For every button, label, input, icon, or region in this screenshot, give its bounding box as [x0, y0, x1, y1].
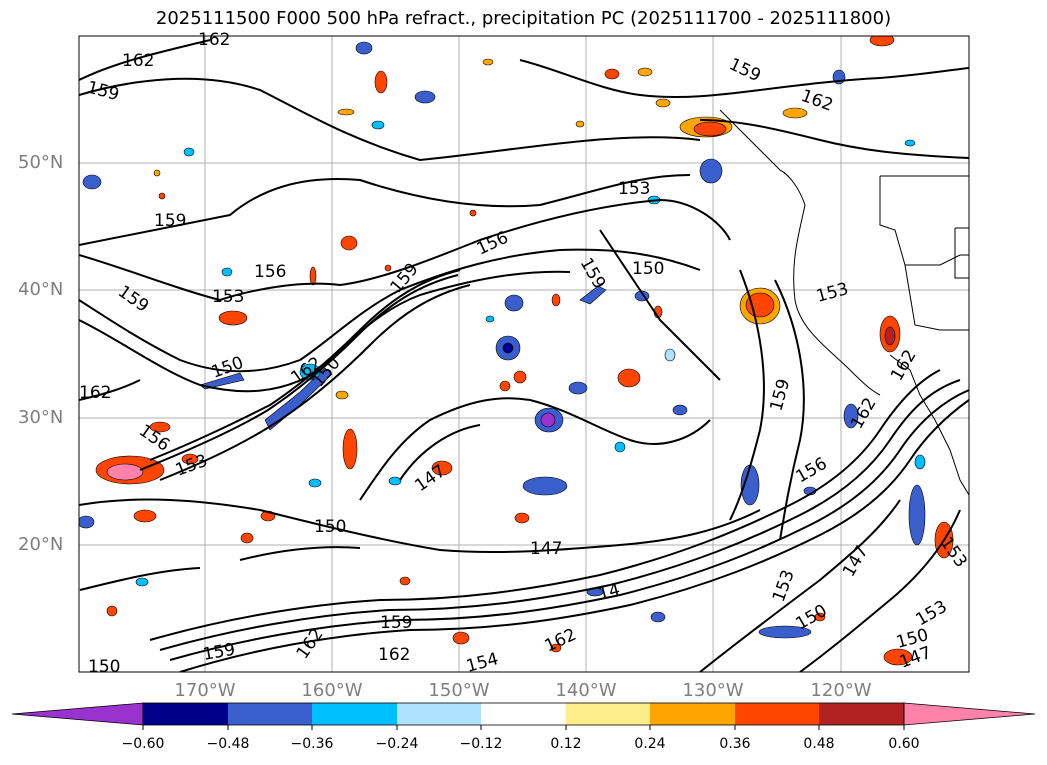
colorbar: [11, 702, 1036, 730]
lon-label-160w: 160°W: [301, 680, 363, 701]
colorbar-tick-marks: [142, 725, 905, 730]
colorbar-extend-max: [903, 702, 1036, 726]
chart-title: 2025111500 F000 500 hPa refract., precip…: [155, 8, 892, 29]
contour-label: 156: [254, 262, 286, 282]
contour-label: 147: [530, 539, 562, 559]
colorbar-segment: [735, 703, 819, 725]
colorbar-tick-label: 0.12: [550, 736, 582, 752]
lat-label-40n: 40°N: [18, 279, 64, 300]
lon-label-140w: 140°W: [555, 680, 617, 701]
colorbar-segment: [650, 703, 735, 725]
colorbar-tick-label: 0.60: [888, 736, 920, 752]
contour-label: 150: [632, 259, 664, 279]
lat-label-30n: 30°N: [18, 407, 64, 428]
map-background: [79, 36, 969, 672]
contour-label: 150: [314, 517, 346, 537]
precip-positive: [95, 36, 954, 666]
map-content: [79, 36, 969, 672]
lon-label-170w: 170°W: [174, 680, 236, 701]
colorbar-extend-min: [11, 702, 144, 726]
colorbar-tick-label: 0.48: [803, 736, 835, 752]
contour-label: 150: [88, 657, 120, 677]
colorbar-tick-label: −0.60: [121, 736, 165, 752]
lon-label-120w: 120°W: [810, 680, 872, 701]
colorbar-segment: [228, 703, 312, 725]
colorbar-segment: [481, 703, 566, 725]
colorbar-segment: [143, 703, 228, 725]
precip-negative: [79, 41, 926, 639]
colorbar-segment: [566, 703, 650, 725]
colorbar-segment: [819, 703, 904, 725]
colorbar-tick-label: −0.36: [290, 736, 334, 752]
contour-label: 162: [378, 645, 410, 665]
contour-label: 153: [618, 179, 650, 199]
contour-label: 153: [212, 287, 244, 307]
colorbar-tick-label: −0.24: [375, 736, 419, 752]
colorbar-segment: [397, 703, 481, 725]
gridlines: [79, 36, 969, 672]
contour-label: 162: [79, 383, 111, 403]
contours: [79, 39, 969, 672]
colorbar-frame: [142, 702, 905, 726]
map-frame: [78, 35, 970, 673]
lat-label-20n: 20°N: [18, 534, 64, 555]
colorbar-tick-label: 0.36: [719, 736, 751, 752]
colorbar-tick-label: −0.48: [206, 736, 250, 752]
lat-label-50n: 50°N: [18, 152, 64, 173]
contour-label: 162: [122, 51, 154, 71]
colorbar-segment: [312, 703, 397, 725]
coastlines: [719, 109, 969, 496]
contour-label: 162: [198, 30, 230, 50]
contour-label: 159: [380, 613, 412, 633]
lon-label-150w: 150°W: [428, 680, 490, 701]
colorbar-tick-label: −0.12: [459, 736, 503, 752]
lon-label-130w: 130°W: [682, 680, 744, 701]
contour-label: 159: [154, 211, 186, 231]
colorbar-tick-label: 0.24: [634, 736, 666, 752]
